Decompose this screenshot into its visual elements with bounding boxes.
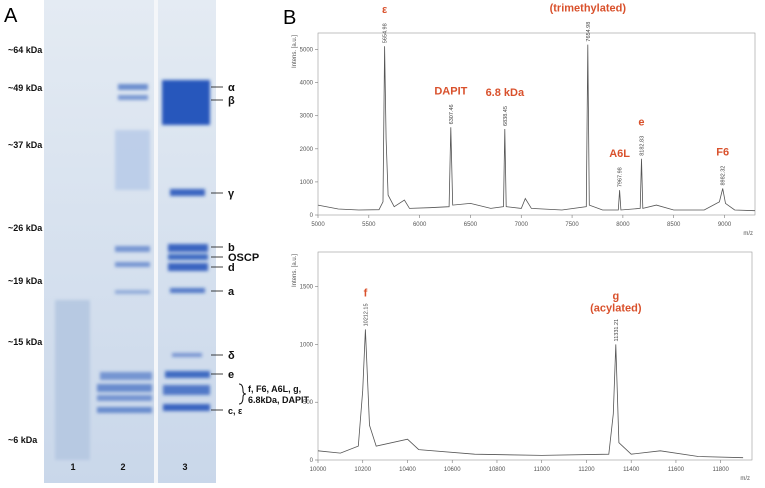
peak-annotation: c (585, 0, 591, 3)
marker-label: ~6 kDa (8, 435, 38, 445)
plot-frame (317, 251, 753, 461)
spectrum-line (317, 329, 744, 459)
y-tick-label: 0 (310, 458, 314, 464)
peak-value-label: 11331.21 (614, 319, 620, 342)
marker-label: ~19 kDa (8, 276, 43, 286)
peak-value-label: 8982.32 (721, 166, 727, 186)
peak-value-label: 10212.15 (363, 303, 369, 326)
lane-label: 2 (120, 462, 125, 472)
x-tick-label: 6000 (413, 222, 427, 228)
marker-label: ~26 kDa (8, 223, 43, 233)
x-tick-label: 8500 (667, 222, 681, 228)
lane-2-bands (97, 84, 152, 413)
peak-annotation: (acylated) (590, 302, 642, 314)
lane-gap (154, 0, 158, 483)
marker-label: ~37 kDa (8, 140, 43, 150)
peak-annotation: DAPIT (434, 85, 467, 97)
band-label: 6.8kDa, DAPIT (248, 395, 310, 405)
y-tick-label: 1000 (300, 180, 314, 186)
marker-label: ~15 kDa (8, 337, 43, 347)
x-tick-label: 9000 (718, 222, 732, 228)
peak-value-label: 7654.98 (586, 22, 592, 42)
gel (44, 0, 247, 483)
x-tick-label: 6500 (464, 222, 478, 228)
band-label: b (228, 242, 235, 254)
x-tick-label: 10000 (310, 467, 327, 473)
peak-value-label: 6838.45 (503, 106, 509, 126)
panel-label: A (4, 5, 18, 27)
band-label: δ (228, 350, 235, 362)
x-tick-label: 10600 (444, 467, 461, 473)
peak-annotation: F6 (716, 147, 729, 159)
peak-value-label: 7967.98 (618, 167, 624, 187)
band-label: a (228, 286, 235, 298)
x-tick-label: 11400 (623, 467, 640, 473)
spectrum-line (317, 44, 756, 212)
y-tick-label: 1000 (300, 342, 314, 348)
lane-smear (55, 300, 90, 460)
peak-annotation: ε (382, 4, 388, 16)
peak-annotation: A6L (609, 148, 630, 160)
band-label: OSCP (228, 252, 259, 264)
marker-label: ~64 kDa (8, 45, 43, 55)
brace (238, 383, 247, 405)
panel-label: B (283, 7, 296, 29)
peak-annotation: g (612, 290, 619, 302)
peak-annotation: e (638, 117, 644, 129)
x-axis-label: m/z (740, 476, 750, 482)
y-tick-label: 5000 (300, 48, 314, 54)
peak-annotation: f (364, 287, 368, 299)
band-label: γ (228, 188, 235, 200)
peak-value-label: 5654.98 (383, 23, 389, 43)
y-tick-label: 4000 (300, 81, 314, 87)
x-tick-label: 11200 (578, 467, 595, 473)
x-tick-label: 5000 (311, 222, 325, 228)
band-label: e (228, 369, 234, 381)
y-tick-label: 0 (310, 213, 314, 219)
x-tick-label: 11600 (668, 467, 685, 473)
x-tick-label: 5500 (362, 222, 376, 228)
y-axis-label: Intens. [a.u.] (292, 254, 298, 287)
lane-label: 1 (70, 462, 75, 472)
band-label: f, F6, A6L, g, (248, 384, 301, 394)
band-label: c, ε (228, 406, 243, 416)
x-tick-label: 7500 (565, 222, 579, 228)
band-label: d (228, 262, 235, 274)
x-tick-label: 10200 (354, 467, 371, 473)
band-label: α (228, 82, 235, 94)
x-tick-label: 11800 (713, 467, 730, 473)
y-tick-label: 1500 (300, 285, 314, 291)
y-axis-label: Intens. [a.u.] (292, 35, 298, 68)
peak-value-label: 8182.83 (639, 136, 645, 156)
x-axis-label: m/z (743, 231, 753, 237)
x-tick-label: 10400 (399, 467, 416, 473)
x-tick-label: 8000 (616, 222, 630, 228)
x-tick-label: 7000 (515, 222, 529, 228)
marker-label: ~49 kDa (8, 83, 43, 93)
y-tick-label: 500 (303, 400, 314, 406)
peak-annotation: (trimethylated) (550, 3, 627, 15)
band-label: β (228, 95, 235, 107)
lane-3-bands (162, 80, 210, 411)
lane-label: 3 (182, 462, 187, 472)
x-tick-label: 10800 (489, 467, 506, 473)
y-tick-label: 3000 (300, 114, 314, 120)
plot-frame (317, 32, 756, 216)
x-tick-label: 11000 (534, 467, 551, 473)
peak-value-label: 6307.46 (449, 104, 455, 124)
y-tick-label: 2000 (300, 147, 314, 153)
peak-annotation: 6.8 kDa (486, 87, 525, 99)
